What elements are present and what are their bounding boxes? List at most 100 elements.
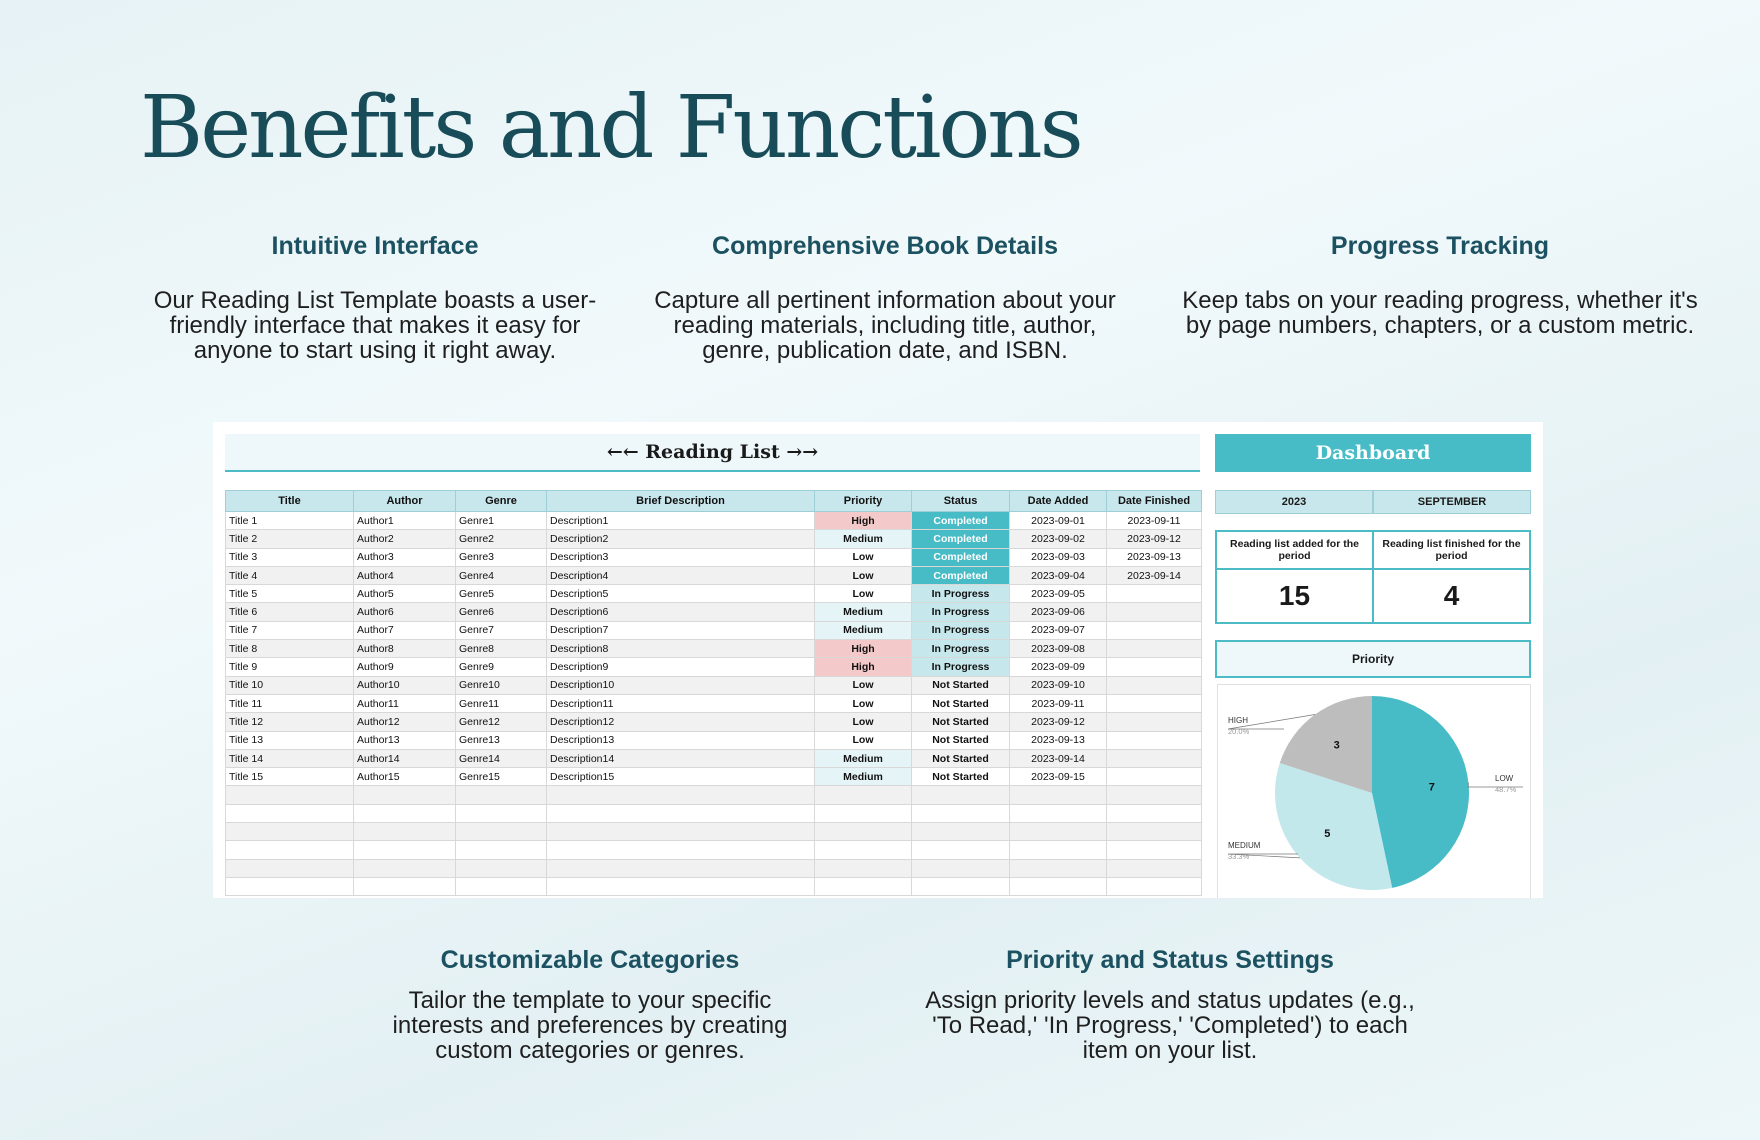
table-cell[interactable]	[1106, 584, 1202, 604]
empty-cell[interactable]	[911, 822, 1010, 842]
table-cell[interactable]: Author12	[353, 712, 456, 732]
empty-cell[interactable]	[225, 876, 354, 897]
table-cell[interactable]: 2023-09-04	[1009, 565, 1107, 586]
table-cell[interactable]: 2023-09-12	[1009, 712, 1107, 732]
table-cell[interactable]: Not Started	[911, 675, 1010, 695]
table-cell[interactable]: 2023-09-02	[1009, 529, 1107, 549]
empty-row[interactable]	[225, 822, 1202, 842]
table-row[interactable]: Title 12 Author12 Genre12 Description12 Low N…	[225, 712, 1202, 732]
table-cell[interactable]: Author8	[353, 639, 456, 659]
empty-cell[interactable]	[911, 840, 1010, 860]
table-cell[interactable]: 2023-09-14	[1106, 565, 1202, 586]
table-cell[interactable]: Title 11	[225, 693, 354, 714]
table-cell[interactable]: Genre14	[455, 748, 547, 769]
empty-row[interactable]	[225, 840, 1202, 860]
year-cell[interactable]: 2023	[1215, 490, 1373, 514]
empty-cell[interactable]	[546, 876, 815, 897]
table-cell[interactable]: Description12	[546, 712, 815, 732]
column-header[interactable]: Priority	[814, 490, 912, 512]
empty-cell[interactable]	[455, 822, 547, 842]
table-cell[interactable]: Author6	[353, 602, 456, 622]
table-cell[interactable]: Genre11	[455, 693, 547, 714]
table-cell[interactable]: Description7	[546, 620, 815, 641]
column-header[interactable]: Brief Description	[546, 490, 815, 512]
empty-cell[interactable]	[911, 876, 1010, 897]
table-cell[interactable]	[1106, 657, 1202, 677]
table-cell[interactable]: Description2	[546, 529, 815, 549]
table-cell[interactable]: 2023-09-06	[1009, 602, 1107, 622]
empty-cell[interactable]	[546, 803, 815, 824]
column-header[interactable]: Status	[911, 490, 1010, 512]
table-cell[interactable]: Description15	[546, 767, 815, 787]
table-cell[interactable]: Medium	[814, 748, 912, 769]
table-cell[interactable]: Title 5	[225, 584, 354, 604]
table-cell[interactable]: Not Started	[911, 693, 1010, 714]
table-cell[interactable]: 2023-09-10	[1009, 675, 1107, 695]
table-row[interactable]: Title 5 Author5 Genre5 Description5 Low In Pr…	[225, 584, 1202, 604]
table-cell[interactable]: 2023-09-05	[1009, 584, 1107, 604]
empty-cell[interactable]	[353, 876, 456, 897]
table-cell[interactable]: High	[814, 639, 912, 659]
table-cell[interactable]: Author2	[353, 529, 456, 549]
table-cell[interactable]: Description5	[546, 584, 815, 604]
table-cell[interactable]: Title 8	[225, 639, 354, 659]
table-cell[interactable]: Author10	[353, 675, 456, 695]
table-cell[interactable]	[1106, 620, 1202, 641]
empty-cell[interactable]	[353, 858, 456, 878]
table-cell[interactable]: Author3	[353, 547, 456, 567]
empty-cell[interactable]	[1009, 840, 1107, 860]
table-cell[interactable]: Medium	[814, 620, 912, 641]
table-cell[interactable]: Not Started	[911, 767, 1010, 787]
table-row[interactable]: Title 3 Author3 Genre3 Description3 Low Compl…	[225, 547, 1202, 567]
table-cell[interactable]: Completed	[911, 565, 1010, 586]
table-cell[interactable]	[1106, 712, 1202, 732]
table-cell[interactable]: Title 10	[225, 675, 354, 695]
table-cell[interactable]: Description13	[546, 730, 815, 750]
table-cell[interactable]: Title 9	[225, 657, 354, 677]
table-cell[interactable]: Not Started	[911, 730, 1010, 750]
table-cell[interactable]: In Progress	[911, 657, 1010, 677]
table-row[interactable]: Title 2 Author2 Genre2 Description2 Medium Co…	[225, 529, 1202, 549]
table-row[interactable]: Title 15 Author15 Genre15 Description15 Medi…	[225, 767, 1202, 787]
table-cell[interactable]	[1106, 767, 1202, 787]
table-cell[interactable]: Description14	[546, 748, 815, 769]
empty-cell[interactable]	[225, 858, 354, 878]
table-cell[interactable]: Author15	[353, 767, 456, 787]
empty-cell[interactable]	[455, 876, 547, 897]
table-cell[interactable]: Description4	[546, 565, 815, 586]
table-cell[interactable]: 2023-09-13	[1106, 547, 1202, 567]
table-cell[interactable]: 2023-09-11	[1106, 510, 1202, 531]
table-row[interactable]: Title 14 Author14 Genre14 Description14 Medi…	[225, 748, 1202, 769]
table-cell[interactable]: Genre10	[455, 675, 547, 695]
table-cell[interactable]: Description10	[546, 675, 815, 695]
table-row[interactable]: Title 1 Author1 Genre1 Description1 High Comp…	[225, 510, 1202, 531]
empty-cell[interactable]	[1106, 785, 1202, 805]
table-cell[interactable]: Title 13	[225, 730, 354, 750]
table-cell[interactable]: Genre15	[455, 767, 547, 787]
empty-cell[interactable]	[455, 785, 547, 805]
table-cell[interactable]: In Progress	[911, 620, 1010, 641]
table-cell[interactable]: 2023-09-12	[1106, 529, 1202, 549]
empty-cell[interactable]	[546, 822, 815, 842]
table-cell[interactable]: Author9	[353, 657, 456, 677]
table-row[interactable]: Title 7 Author7 Genre7 Description7 Medium In…	[225, 620, 1202, 641]
empty-row[interactable]	[225, 858, 1202, 878]
table-cell[interactable]: Low	[814, 675, 912, 695]
empty-cell[interactable]	[814, 858, 912, 878]
pie-slice-high[interactable]	[1279, 696, 1372, 793]
table-cell[interactable]: 2023-09-08	[1009, 639, 1107, 659]
empty-cell[interactable]	[225, 822, 354, 842]
table-cell[interactable]: Author5	[353, 584, 456, 604]
empty-cell[interactable]	[1009, 822, 1107, 842]
table-cell[interactable]: Author7	[353, 620, 456, 641]
empty-row[interactable]	[225, 876, 1202, 897]
table-cell[interactable]: Title 6	[225, 602, 354, 622]
table-cell[interactable]: 2023-09-09	[1009, 657, 1107, 677]
empty-cell[interactable]	[911, 803, 1010, 824]
table-cell[interactable]: Genre6	[455, 602, 547, 622]
empty-cell[interactable]	[546, 858, 815, 878]
table-cell[interactable]: 2023-09-11	[1009, 693, 1107, 714]
empty-cell[interactable]	[546, 785, 815, 805]
column-header[interactable]: Date Added	[1009, 490, 1107, 512]
month-cell[interactable]: SEPTEMBER	[1373, 490, 1531, 514]
